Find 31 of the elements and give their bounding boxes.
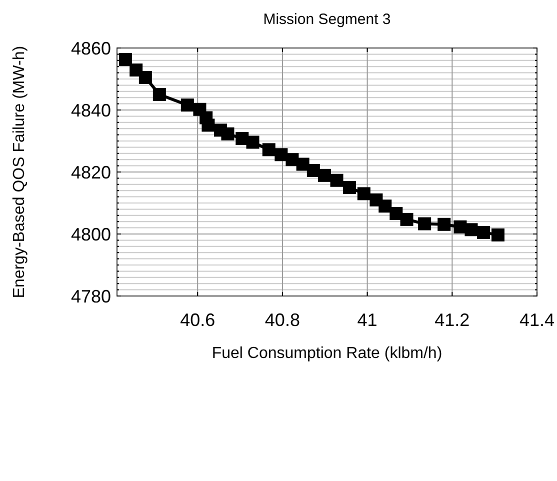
x-tick-label: 41.2 [434,310,470,330]
point [118,52,132,66]
y-tick-label: 4840 [70,100,111,120]
point [357,187,370,200]
point [138,70,152,84]
point [152,88,166,101]
point [390,207,403,220]
point [180,98,194,112]
point [418,217,432,230]
y-tick-label: 4860 [70,38,111,58]
point [221,127,234,140]
y-tick-label: 4800 [70,224,111,244]
x-axis-title: Fuel Consumption Rate (klbm/h) [212,345,442,362]
y-tick-label: 4780 [70,286,111,306]
point [262,143,276,156]
point [246,136,260,149]
point [438,218,451,231]
x-tick-label: 40.8 [264,310,300,330]
point [342,181,356,194]
point [491,228,504,242]
chart-title: Mission Segment 3 [263,11,391,28]
y-axis-title: Energy-Based QOS Failure (MW-h) [11,46,28,298]
x-tick-label: 41.4 [519,310,555,330]
y-tick-label: 4820 [70,162,111,182]
x-tick-label: 40.6 [180,310,216,330]
x-tick-label: 41 [357,310,378,330]
point [400,212,414,226]
point [330,174,344,187]
point [306,164,320,177]
point [477,226,490,239]
point [378,200,392,213]
